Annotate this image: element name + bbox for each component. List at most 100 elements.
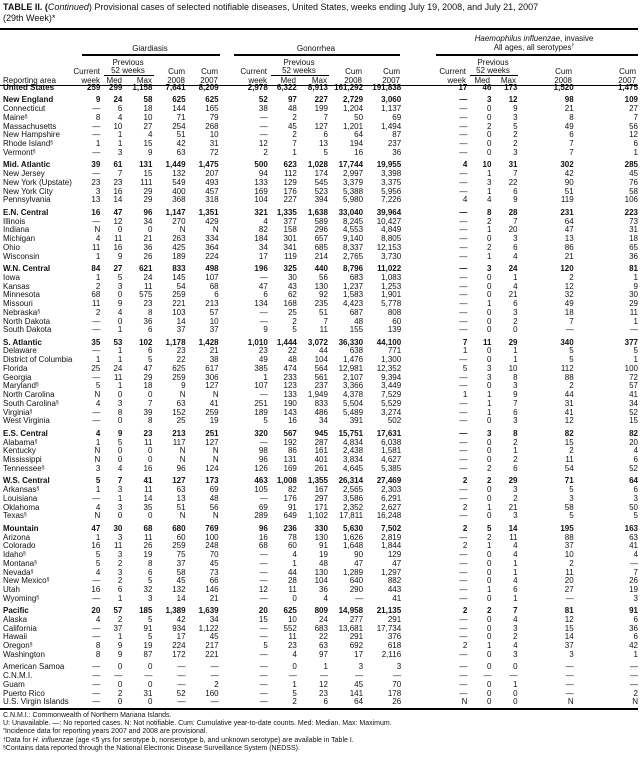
cell: 0	[486, 558, 492, 568]
cell: N	[461, 697, 468, 707]
cell: —	[259, 688, 268, 698]
cell: 54	[176, 281, 186, 291]
cell: 32	[564, 290, 574, 300]
cell: 11	[565, 455, 574, 465]
cell: 39,964	[376, 207, 402, 217]
cell: —	[459, 272, 468, 282]
header-cum-2008: Cum	[555, 67, 572, 76]
cell: 1,476	[343, 355, 364, 365]
cell: 2	[513, 316, 518, 326]
reporting-area: Alabama§	[3, 437, 38, 447]
cell: 16	[143, 463, 153, 473]
cell: 0	[486, 593, 492, 603]
cell: 127	[314, 121, 328, 131]
cell: —	[459, 550, 468, 559]
header-2007: 2007	[200, 76, 218, 85]
cell: 17,744	[338, 160, 364, 170]
cell: 10	[564, 550, 574, 559]
cell: 3,366	[343, 381, 364, 391]
reporting-area: Oregon§	[3, 641, 33, 651]
region-row: E.S. Central 4 9 23 213 251 320 567 945 15,751 17,…	[0, 428, 638, 439]
reporting-area: Georgia	[3, 372, 32, 382]
cell: —	[177, 697, 186, 707]
cell: 4	[323, 593, 328, 603]
cell: 1	[513, 593, 518, 603]
cell: 19	[629, 585, 638, 594]
cell: 2	[292, 112, 297, 122]
cell: 44,100	[376, 337, 402, 347]
cell: 52	[629, 407, 638, 417]
cell: 7	[513, 169, 518, 179]
reporting-area: E.S. Central	[3, 428, 48, 438]
cell: 0	[486, 147, 492, 157]
reporting-area: American Samoa	[3, 662, 65, 672]
cell: —	[459, 398, 468, 408]
cell: 0	[486, 130, 492, 140]
cell: 285	[624, 160, 638, 170]
cell: 7	[292, 139, 297, 149]
cell: —	[92, 216, 101, 226]
cell: 1	[117, 381, 123, 391]
cell: 49	[564, 121, 574, 131]
cell: 1,178	[165, 337, 186, 347]
cell: 94	[258, 169, 268, 179]
cell: 325	[283, 264, 297, 273]
cell: N	[212, 390, 219, 400]
cell: 45	[354, 679, 364, 689]
cell: 769	[205, 523, 219, 533]
table-row: Michigan 4 11 21 263 334 184 301 657 9,140 8,805 — 0…	[0, 234, 638, 244]
cell: 7	[633, 112, 638, 122]
cell: 29	[143, 372, 153, 382]
cell: 185	[139, 606, 153, 616]
cell: 302	[560, 160, 574, 170]
reporting-area: North Dakota	[3, 316, 51, 326]
cell: 105	[254, 485, 268, 495]
cell: —	[459, 623, 468, 633]
cell: 5	[569, 346, 574, 356]
cell: 9	[117, 299, 123, 308]
cell: 29	[508, 337, 518, 347]
cell: 4	[486, 195, 492, 205]
cell: 64	[564, 216, 574, 226]
cell: 24	[113, 95, 123, 105]
cell: 60	[176, 532, 186, 542]
cell: 107	[205, 272, 219, 282]
cell: 47	[564, 225, 574, 235]
cell: —	[459, 290, 468, 300]
cell: 625	[205, 95, 219, 105]
cell: 549	[172, 177, 186, 187]
cell: 500	[254, 160, 268, 170]
cell: 3	[358, 662, 364, 672]
cell: 16	[113, 242, 123, 252]
cell: 0	[148, 697, 153, 707]
table-row: New York (Upstate) 23 23 111 549 493 133 129 545…	[0, 177, 638, 188]
cell: 31	[143, 688, 153, 698]
cell: 5	[486, 523, 492, 533]
cell: 27	[143, 121, 153, 131]
group-gonorrhea: Gonorrhea	[296, 44, 336, 53]
cell: 24	[508, 264, 518, 273]
cell: 1	[633, 649, 638, 659]
table-row: Wisconsin 1 9 26 189 224 17 119 214 2,765 3,730 — 1 4…	[0, 252, 638, 262]
cell: 4	[513, 550, 518, 559]
cell: 7	[148, 398, 153, 408]
cell: 106	[624, 195, 638, 205]
header-max: Max	[500, 76, 516, 85]
cell: 163	[624, 523, 638, 533]
cell: 7	[633, 567, 638, 577]
reporting-area: Vermont§	[3, 147, 36, 157]
region-row: W.N. Central 84 27 621 833 498 196 325 440 8,796 1…	[0, 264, 638, 274]
cell: —	[459, 147, 468, 157]
cell: 31	[629, 225, 638, 235]
cell: 3,834	[343, 455, 364, 465]
cell: 9	[513, 104, 518, 114]
reporting-area: New York (Upstate)	[3, 177, 72, 187]
reporting-area: Michigan	[3, 234, 36, 244]
cell: 58	[564, 502, 574, 512]
cell: 15	[143, 139, 153, 149]
cell: 3	[633, 493, 638, 503]
table-row: California — 37 91 934 1,122 — 552 683 13,681 17,7…	[0, 623, 638, 634]
cell: 129	[283, 177, 297, 187]
cell: —	[459, 558, 468, 568]
cell: 14	[508, 523, 518, 533]
